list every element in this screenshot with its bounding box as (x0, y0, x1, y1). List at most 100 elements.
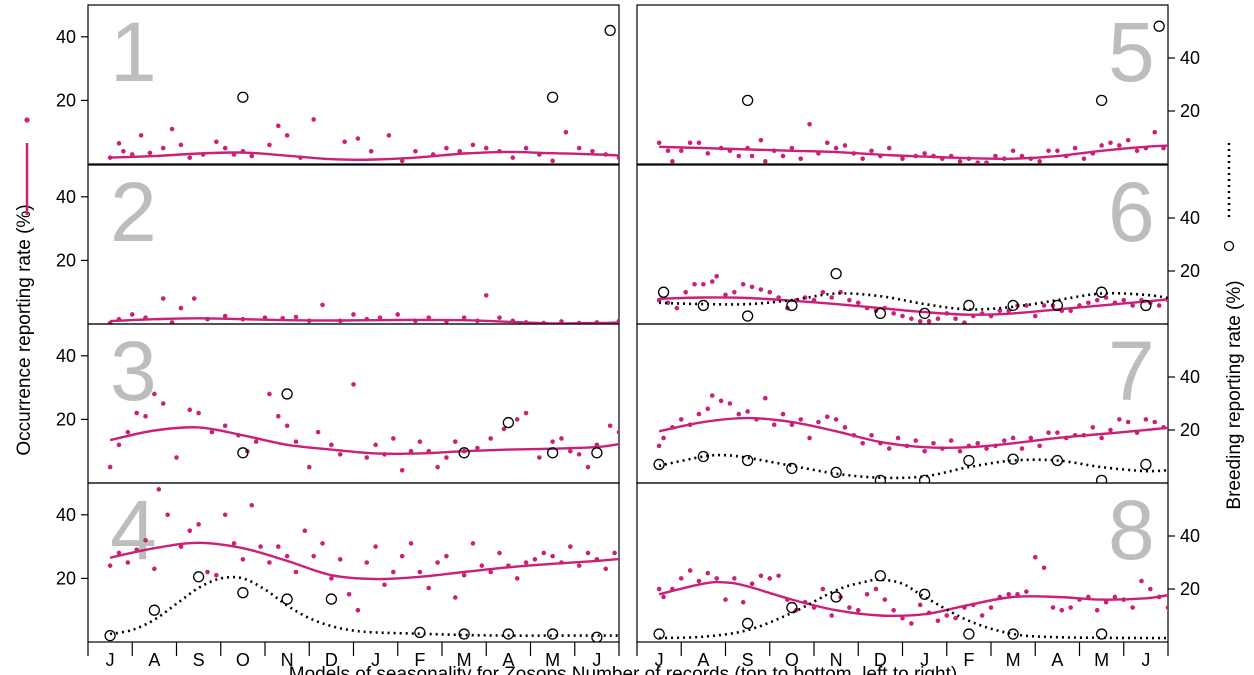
occurrence-point (732, 576, 737, 581)
occurrence-point (820, 289, 826, 295)
panel-8: 8 20 40 J A S O N D J F M A M J (636, 482, 1200, 670)
x-tick-label: M (1094, 650, 1109, 670)
occurrence-point (337, 557, 343, 562)
occurrence-point (984, 160, 989, 164)
occurrence-point (444, 553, 449, 559)
occurrence-point (917, 319, 923, 324)
panel-plot-area (107, 382, 619, 473)
breeding-curve (659, 291, 1168, 311)
occurrence-point (847, 605, 852, 610)
occurrence-point (736, 153, 742, 159)
occurrence-point (767, 576, 773, 581)
occurrence-point (1125, 137, 1131, 143)
occurrence-point (152, 391, 157, 397)
occurrence-point (129, 312, 135, 317)
occurrence-point (191, 296, 197, 301)
occurrence-point (386, 133, 392, 138)
y-tick-label: 40 (56, 187, 76, 207)
breeding-curve (658, 453, 1168, 480)
y-tick-label: 40 (1180, 526, 1200, 546)
panel-frame (87, 164, 620, 325)
occurrence-point (1094, 297, 1100, 303)
y-tick-label: 20 (1180, 420, 1200, 440)
breeding-point (653, 458, 665, 471)
occurrence-point (900, 615, 905, 621)
occurrence-point (576, 145, 582, 151)
x-tick-label: M (545, 650, 560, 670)
occurrence-curve (658, 416, 1168, 449)
occurrence-point (860, 156, 865, 161)
breeding-point (1095, 94, 1108, 107)
breeding-point (786, 462, 798, 475)
occurrence-point (1156, 303, 1162, 308)
occurrence-point (758, 573, 764, 579)
occurrence-curve (110, 150, 619, 161)
breeding-point (192, 571, 205, 583)
breeding-point (741, 310, 754, 322)
occurrence-point (537, 455, 542, 460)
occurrence-point (1090, 425, 1096, 430)
breeding-point (918, 588, 931, 600)
occurrence-point (568, 544, 573, 549)
occurrence-point (576, 452, 582, 457)
occurrence-point (705, 151, 711, 156)
occurrence-point (125, 560, 131, 565)
occurrence-point (705, 570, 711, 576)
occurrence-point (143, 413, 148, 419)
x-tick-label: M (457, 650, 472, 670)
occurrence-point (452, 595, 458, 600)
breeding-point (458, 447, 470, 459)
occurrence-point (1108, 140, 1113, 146)
x-tick-label: J (371, 650, 380, 670)
occurrence-point (364, 560, 370, 565)
occurrence-point (576, 563, 582, 568)
occurrence-point (807, 435, 812, 441)
occurrence-point (408, 541, 414, 546)
breeding-point (237, 447, 249, 459)
occurrence-point (816, 419, 821, 425)
x-tick-label: O (236, 650, 250, 670)
occurrence-point (399, 553, 405, 559)
occurrence-point (267, 391, 272, 397)
occurrence-point (249, 502, 255, 508)
occurrence-point (222, 423, 228, 429)
breeding-point (741, 94, 754, 107)
x-tick-label: S (742, 650, 754, 670)
occurrence-point (829, 613, 834, 618)
panel-plot-area (656, 267, 1168, 324)
occurrence-point (935, 316, 941, 322)
occurrence-point (709, 279, 715, 284)
occurrence-point (284, 423, 290, 429)
occurrence-point (550, 439, 555, 444)
occurrence-point (116, 141, 122, 146)
breeding-point (874, 474, 887, 483)
y-tick-label: 20 (56, 568, 76, 588)
occurrence-point (550, 158, 555, 164)
breeding-point (918, 474, 931, 483)
breeding-point (325, 593, 338, 605)
panel-7: 7 20 40 (636, 323, 1200, 484)
breeding-point (1051, 454, 1064, 467)
occurrence-point (776, 573, 781, 579)
occurrence-point (798, 417, 804, 422)
breeding-point (657, 286, 670, 298)
occurrence-point (855, 300, 861, 306)
occurrence-point (311, 117, 316, 122)
occurrence-point (1094, 607, 1100, 613)
breeding-point (604, 24, 616, 37)
occurrence-point (143, 537, 148, 543)
breeding-point (874, 307, 887, 320)
occurrence-point (417, 439, 423, 444)
occurrence-point (1037, 159, 1042, 164)
occurrence-point (222, 512, 228, 518)
occurrence-point (824, 140, 830, 146)
breeding-point (546, 447, 559, 459)
occurrence-point (306, 464, 312, 470)
occurrence-point (275, 413, 281, 419)
breeding-point (1095, 628, 1108, 640)
occurrence-point (382, 582, 387, 588)
occurrence-point (293, 569, 299, 575)
occurrence-point (373, 442, 378, 448)
breeding-point (237, 91, 249, 103)
occurrence-point (249, 153, 255, 159)
